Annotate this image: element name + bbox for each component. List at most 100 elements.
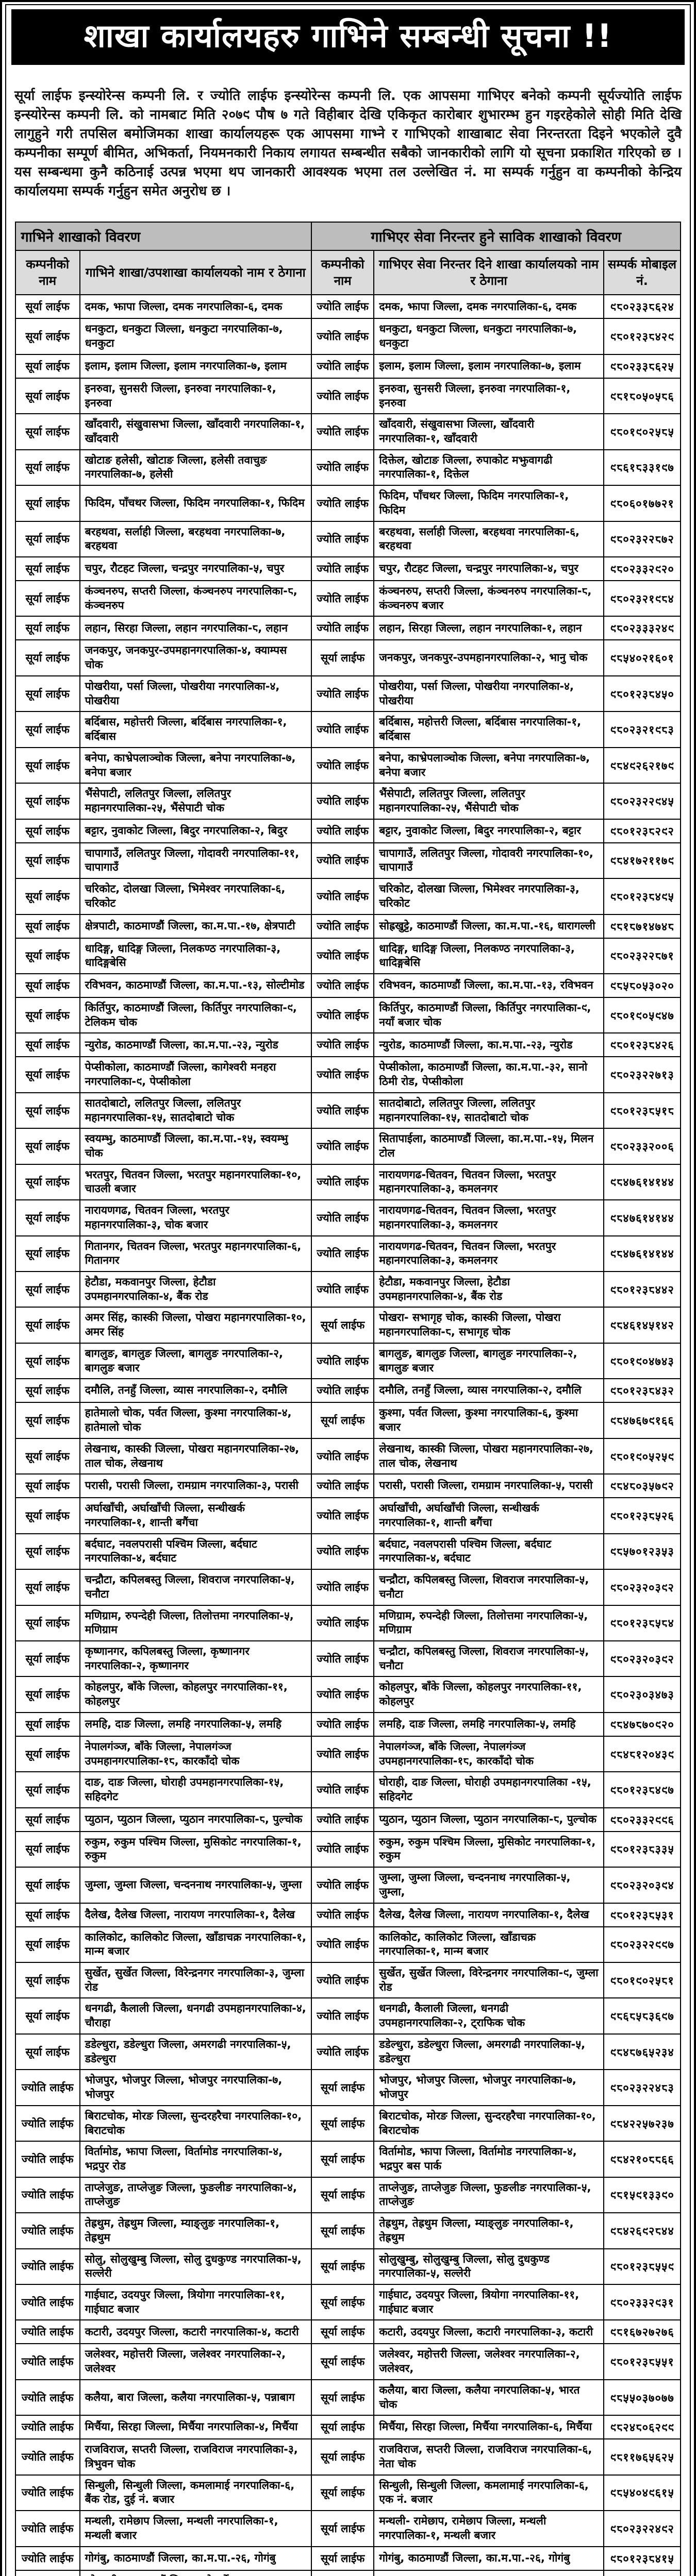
continuing-branch-cell: घोराही, दाङ जिल्ला, घोराही उपमहानगरपालिक… <box>373 1771 604 1808</box>
company-cell: ज्योति लाईफ <box>310 1056 375 1093</box>
table-row: सूर्या लाईफ धादिङ्ग, धादिङ्ग जिल्ला, निलक… <box>14 937 682 974</box>
company-cell: ज्योति लाईफ <box>310 485 375 522</box>
table-row: सूर्या लाईफ नारायणगढ, चितवन जिल्ला, भरतपु… <box>14 1199 682 1236</box>
company-cell: सूर्या लाईफ <box>14 996 80 1034</box>
continuing-branch-cell: पेप्सीकोला, काठमाण्डौं जिल्ला, का.म.पा.-… <box>373 1056 604 1093</box>
continuing-branch-cell: परासी, परासी जिल्ला, रामग्राम नगरपालिका-… <box>373 1473 604 1499</box>
merging-branch-cell: मन्थली, रामेछाप जिल्ला, मन्थली नगरपालिका… <box>79 2510 312 2547</box>
merging-branch-cell: गितानगर, चितवन जिल्ला, भरतपुर महानगरपालि… <box>79 1235 312 1273</box>
merging-branch-cell: कृष्णानगर, कपिलबस्तु जिल्ला, कृष्णानगर न… <box>79 1640 312 1677</box>
phone-cell: ९८०१२३८५१८ <box>603 1092 682 1129</box>
branch-merge-table: गाभिने शाखाको विवरण गाभिएर सेवा निरन्तर … <box>14 221 682 2576</box>
company-cell: ज्योति लाईफ <box>310 1640 375 1677</box>
table-row: सूर्या लाईफ चपुर, रौटहट जिल्ला, चन्द्रपुर… <box>14 556 682 582</box>
title-band: शाखा कार्यालयहरु गाभिने सम्बन्धी सूचना !… <box>11 9 685 65</box>
phone-cell: ९८२४८०६२९९ <box>603 2415 682 2440</box>
merging-branch-cell: कोहलपुर, बाँके जिल्ला, कोहलपुर नगरपालिका… <box>79 1676 312 1713</box>
merging-branch-cell: सिन्धुली, सिन्धुली जिल्ला, कमलामाई नगरपा… <box>79 2474 312 2512</box>
company-cell: ज्योति लाईफ <box>310 616 375 641</box>
company-cell: सूर्या लाईफ <box>310 2248 375 2285</box>
continuing-branch-cell: खाँदवारी, संखुवासभा जिल्ला, खाँदवारी नगर… <box>373 413 604 450</box>
continuing-branch-cell: बट्टार, नुवाकोट जिल्ला, बिदुर नगरपालिका-… <box>373 818 604 843</box>
company-cell: ज्योति लाईफ <box>310 1271 375 1308</box>
continuing-branch-cell: धनकुटा, धनकुटा जिल्ला, धनकुटा नगरपालिका-… <box>373 318 604 355</box>
continuing-branch-cell: कुश्मा, पर्वत जिल्ला, कुश्मा नगरपालिका-६… <box>373 1402 604 1439</box>
phone-cell: ९८०२३३८६२५ <box>603 353 682 379</box>
table-row: सूर्या लाईफ जनकपुर, जनकपुर-उपमहानगरपालिका… <box>14 639 682 676</box>
continuing-branch-cell: न्युरोड, काठमाण्डौं जिल्ला, का.म.पा.-२३,… <box>373 1032 604 1058</box>
company-cell: सूर्या लाईफ <box>14 1867 80 1904</box>
column-header-contact-mobile: सम्पर्क मोबाइल नं. <box>603 249 682 296</box>
company-cell: सूर्या लाईफ <box>14 449 80 486</box>
continuing-branch-cell: नारायणगढ-चितवन, चितवन जिल्ला, भरतपुर महा… <box>373 1199 604 1236</box>
company-cell: ज्योति लाईफ <box>310 1735 375 1773</box>
company-cell: सूर्या लाईफ <box>14 818 80 843</box>
company-cell: ज्योति लाईफ <box>310 1032 375 1058</box>
company-cell: सूर्या लाईफ <box>14 1771 80 1808</box>
table-row: ज्योति लाईफ भोजपुर, भोजपुर जिल्ला, भोजपुर… <box>14 2069 682 2106</box>
continuing-branch-cell: सोह्रखुट्टे, काठमाण्डौं जिल्ला, का.म.पा.… <box>373 913 604 939</box>
company-cell: सूर्या लाईफ <box>310 2212 375 2249</box>
continuing-branch-cell: भोजपुर, भोजपुर जिल्ला, भोजपुर नगरपालिका-… <box>373 2069 604 2106</box>
merging-branch-cell: इलाम, इलाम जिल्ला, इलाम नगरपालिका-७, इला… <box>79 353 312 379</box>
column-header-continuing-branch: गाभिएर सेवा निरन्तर दिने शाखा कार्यालयको… <box>373 249 604 296</box>
company-cell: ज्योति लाईफ <box>14 2141 80 2178</box>
continuing-branch-cell: सिन्धुली, सिन्धुली जिल्ला, कमलामाई नगरपा… <box>373 2474 604 2512</box>
phone-cell: ९८४८७६५२३४ <box>603 2033 682 2071</box>
table-row: सूर्या लाईफ कोहलपुर, बाँके जिल्ला, कोहलपु… <box>14 1676 682 1713</box>
table-row: सूर्या लाईफ रुकुम, रुकुम पश्चिम जिल्ला, म… <box>14 1831 682 1868</box>
continuing-branch-cell: चन्द्रौटा, कपिलबस्तु जिल्ला, शिवराज नगरप… <box>373 1569 604 1606</box>
company-cell: सूर्या लाईफ <box>310 2105 375 2142</box>
company-cell: ज्योति लाईफ <box>310 842 375 879</box>
merging-branch-cell: गोगंबु, काठमाण्डौं जिल्ला, का.म.पा.-२६, … <box>79 2546 312 2571</box>
table-row: सूर्या लाईफ गितानगर, चितवन जिल्ला, भरतपुर… <box>14 1235 682 1273</box>
continuing-branch-cell: दमक, झापा जिल्ला, दमक नगरपालिका-६, दमक <box>373 294 604 319</box>
company-cell: सूर्या लाईफ <box>14 913 80 939</box>
table-row: ज्योति लाईफ जलेश्वर, महोत्तरी जिल्ला, जले… <box>14 2343 682 2380</box>
table-row: सूर्या लाईफ नेपालगंञ्ज, बाँके जिल्ला, नेप… <box>14 1735 682 1773</box>
company-cell: ज्योति लाईफ <box>310 1771 375 1808</box>
continuing-branch-cell: इनरुवा, सुनसरी जिल्ला, इनरुवा नगरपालिका-… <box>373 377 604 415</box>
company-cell: सूर्या लाईफ <box>14 842 80 879</box>
merging-branch-cell: दैलेख, दैलेख जिल्ला, नारायण नगरपालिका-१,… <box>79 1902 312 1927</box>
continuing-branch-cell: बनेपा, काभ्रेपलाञ्चोक जिल्ला, बनेपा नगरप… <box>373 747 604 784</box>
company-cell: ज्योति लाईफ <box>310 294 375 319</box>
table-row: सूर्या लाईफ चापागाउँ, ललितपुर जिल्ला, गोद… <box>14 842 682 879</box>
continuing-branch-cell: डडेल्धुरा, डडेल्धुरा जिल्ला, अमरगढी नगरप… <box>373 2033 604 2071</box>
merging-branch-cell: इनरुवा, सुनसरी जिल्ला, इनरुवा नगरपालिका-… <box>79 377 312 415</box>
company-cell: सूर्या लाईफ <box>14 1604 80 1641</box>
continuing-branch-cell: लेखनाथ, कास्की जिल्ला, पोखरा महानगरपालिक… <box>373 1437 604 1475</box>
company-cell: सूर्या लाईफ <box>14 1437 80 1475</box>
continuing-branch-cell: राजविराज, सप्तरी जिल्ला, राजविराज नगरपाल… <box>373 2438 604 2476</box>
table-row: सूर्या लाईफ लेखनाथ, कास्की जिल्ला, पोखरा … <box>14 1437 682 1475</box>
merging-branch-cell: सातदोबाटो, ललितपुर जिल्ला, ललितपुर महानग… <box>79 1092 312 1129</box>
company-cell: ज्योति लाईफ <box>310 1163 375 1201</box>
table-row: ज्योति लाईफजोरपाटी, काठमाण्डौं जिल्ला, ग… <box>14 2569 682 2576</box>
merging-branch-cell: धनकुटा, धनकुटा जिल्ला, धनकुटा नगरपालिका-… <box>79 318 312 355</box>
company-cell: सूर्या लाईफ <box>14 1640 80 1677</box>
company-cell: ज्योति लाईफ <box>14 2415 80 2440</box>
company-cell: सूर्या लाईफ <box>14 1831 80 1868</box>
intro-jyoti-bold: ज्योति लाईफ इन्स्योरेन्स कम्पनी लि. <box>210 88 396 104</box>
merging-branch-cell: चन्द्रौटा, कपिलबस्तु जिल्ला, शिवराज नगरप… <box>79 1569 312 1606</box>
company-cell: सूर्या लाईफ <box>14 616 80 641</box>
phone-cell: ९८०२३३२९९६ <box>603 1807 682 1832</box>
table-row: ज्योति लाईफ गाईघाट, उदयपुर जिल्ला, त्रियो… <box>14 2283 682 2321</box>
table-row: सूर्या लाईफ कालिकोट, कालिकोट जिल्ला, खाँड… <box>14 1926 682 1963</box>
phone-cell: ९८४८०३५७९२ <box>603 1473 682 1499</box>
company-cell: ज्योति लाईफ <box>310 2033 375 2071</box>
continuing-branch-cell: सोलुखुम्बु, सोलुखुम्बु जिल्ला, सोलु दुधक… <box>373 2248 604 2285</box>
continuing-branch-cell: पोखरा- सभागृह चोक, कास्की जिल्ला, पोखरा … <box>373 1307 604 1344</box>
continuing-branch-cell: कलैया, बारा जिल्ला, कलैया नगरपालिका-५, भ… <box>373 2379 604 2416</box>
continuing-branch-cell: लहान, सिरहा जिल्ला, लहान नगरपालिका-१, लह… <box>373 616 604 641</box>
table-body: सूर्या लाईफ दमक, झापा जिल्ला, दमक नगरपालि… <box>14 294 682 2576</box>
table-row: सूर्या लाईफ भैंसेपाटी, ललितपुर जिल्ला, लल… <box>14 783 682 820</box>
table-row: सूर्या लाईफ बरहथवा, सर्लाही जिल्ला, बरहथव… <box>14 520 682 558</box>
phone-cell: ९८०१२३८३०९ <box>603 2569 682 2576</box>
company-cell: सूर्या लाईफ <box>14 1307 80 1344</box>
company-cell: ज्योति लाईफ <box>310 1342 375 1380</box>
company-cell: सूर्या लाईफ <box>310 2569 375 2576</box>
company-cell: ज्योति लाईफ <box>310 818 375 843</box>
table-row: सूर्या लाईफ कंञ्चनरुप, सप्तरी जिल्ला, कंञ… <box>14 580 682 617</box>
